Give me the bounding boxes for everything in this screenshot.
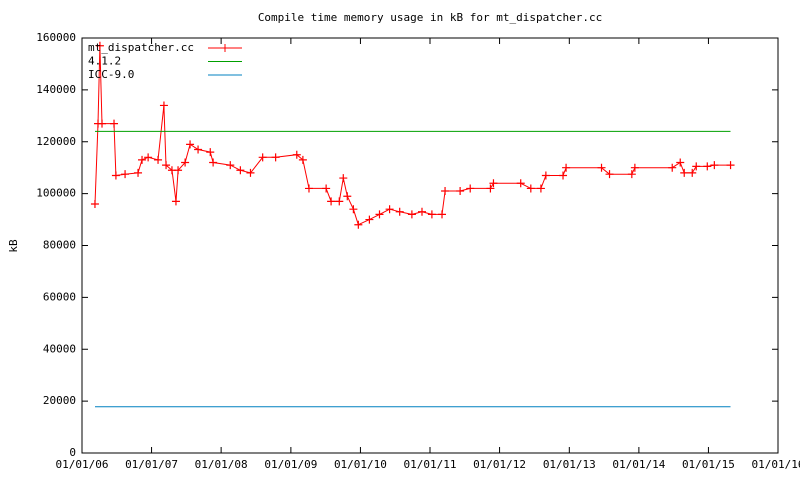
point-marker: [688, 168, 697, 177]
legend-label: ICC-9.0: [88, 68, 134, 81]
y-tick-label: 0: [69, 446, 76, 459]
point-marker: [98, 119, 107, 128]
point-marker: [541, 171, 550, 180]
point-marker: [194, 145, 203, 154]
point-marker: [349, 205, 358, 214]
point-marker: [154, 155, 163, 164]
point-marker: [680, 168, 689, 177]
y-tick-label: 120000: [36, 135, 76, 148]
point-marker: [668, 163, 677, 172]
x-tick-label: 01/01/15: [682, 458, 735, 471]
point-marker: [343, 192, 352, 201]
x-tick-label: 01/01/12: [473, 458, 526, 471]
point-marker: [258, 153, 267, 162]
point-marker: [322, 184, 331, 193]
y-tick-label: 60000: [43, 290, 76, 303]
point-marker: [710, 161, 719, 170]
point-marker: [726, 161, 735, 170]
point-marker: [111, 171, 120, 180]
x-tick-label: 01/01/16: [752, 458, 800, 471]
point-marker: [95, 41, 104, 50]
point-marker: [144, 153, 153, 162]
point-marker: [159, 101, 168, 110]
legend-label: mt_dispatcher.cc: [88, 41, 194, 54]
point-marker: [354, 220, 363, 229]
y-axis-label: kB: [7, 239, 20, 253]
point-marker: [181, 158, 190, 167]
x-tick-label: 01/01/08: [195, 458, 248, 471]
plot-border: [81, 37, 779, 454]
point-marker: [171, 197, 180, 206]
point-marker: [110, 119, 119, 128]
legend-label: 4.1.2: [88, 55, 121, 68]
point-marker: [174, 166, 183, 175]
point-marker: [236, 166, 245, 175]
x-tick-label: 01/01/06: [56, 458, 109, 471]
point-marker: [226, 161, 235, 170]
point-marker: [327, 197, 336, 206]
point-marker: [692, 162, 701, 171]
legend-marker: [221, 44, 229, 52]
point-marker: [375, 210, 384, 219]
point-marker: [121, 170, 130, 179]
point-marker: [365, 215, 374, 224]
chart-title: Compile time memory usage in kB for mt_d…: [258, 11, 602, 24]
point-marker: [489, 179, 498, 188]
y-tick-label: 80000: [43, 239, 76, 252]
point-marker: [304, 184, 313, 193]
point-marker: [246, 168, 255, 177]
point-marker: [134, 168, 143, 177]
point-marker: [186, 140, 195, 149]
y-tick-label: 40000: [43, 342, 76, 355]
point-marker: [138, 155, 147, 164]
point-marker: [395, 207, 404, 216]
point-marker: [516, 179, 525, 188]
x-tick-label: 01/01/14: [612, 458, 665, 471]
point-marker: [292, 150, 301, 159]
point-marker: [526, 184, 535, 193]
point-marker: [703, 162, 712, 171]
point-marker: [441, 187, 450, 196]
point-marker: [339, 174, 348, 183]
point-marker: [162, 161, 171, 170]
point-marker: [438, 210, 447, 219]
point-marker: [298, 155, 307, 164]
point-marker: [335, 197, 344, 206]
point-marker: [271, 153, 280, 162]
series-line: [94, 45, 731, 226]
point-marker: [536, 184, 545, 193]
y-tick-label: 160000: [36, 31, 76, 44]
point-marker: [209, 158, 218, 167]
point-marker: [90, 200, 99, 208]
point-marker: [417, 207, 426, 216]
point-marker: [427, 210, 436, 219]
y-tick-label: 20000: [43, 394, 76, 407]
x-tick-label: 01/01/09: [264, 458, 317, 471]
point-marker: [630, 163, 639, 172]
y-tick-label: 140000: [36, 83, 76, 96]
point-marker: [676, 158, 685, 167]
x-tick-label: 01/01/11: [404, 458, 457, 471]
point-marker: [385, 205, 394, 214]
point-marker: [605, 170, 614, 179]
point-marker: [562, 163, 571, 172]
point-marker: [407, 210, 416, 219]
point-marker: [597, 163, 606, 172]
point-marker: [627, 170, 636, 179]
x-tick-label: 01/01/13: [543, 458, 596, 471]
x-tick-label: 01/01/10: [334, 458, 387, 471]
point-marker: [466, 184, 475, 193]
point-marker: [559, 171, 568, 180]
point-marker: [206, 148, 215, 157]
point-marker: [486, 184, 495, 193]
y-tick-label: 100000: [36, 187, 76, 200]
x-tick-label: 01/01/07: [125, 458, 178, 471]
point-marker: [456, 187, 465, 196]
